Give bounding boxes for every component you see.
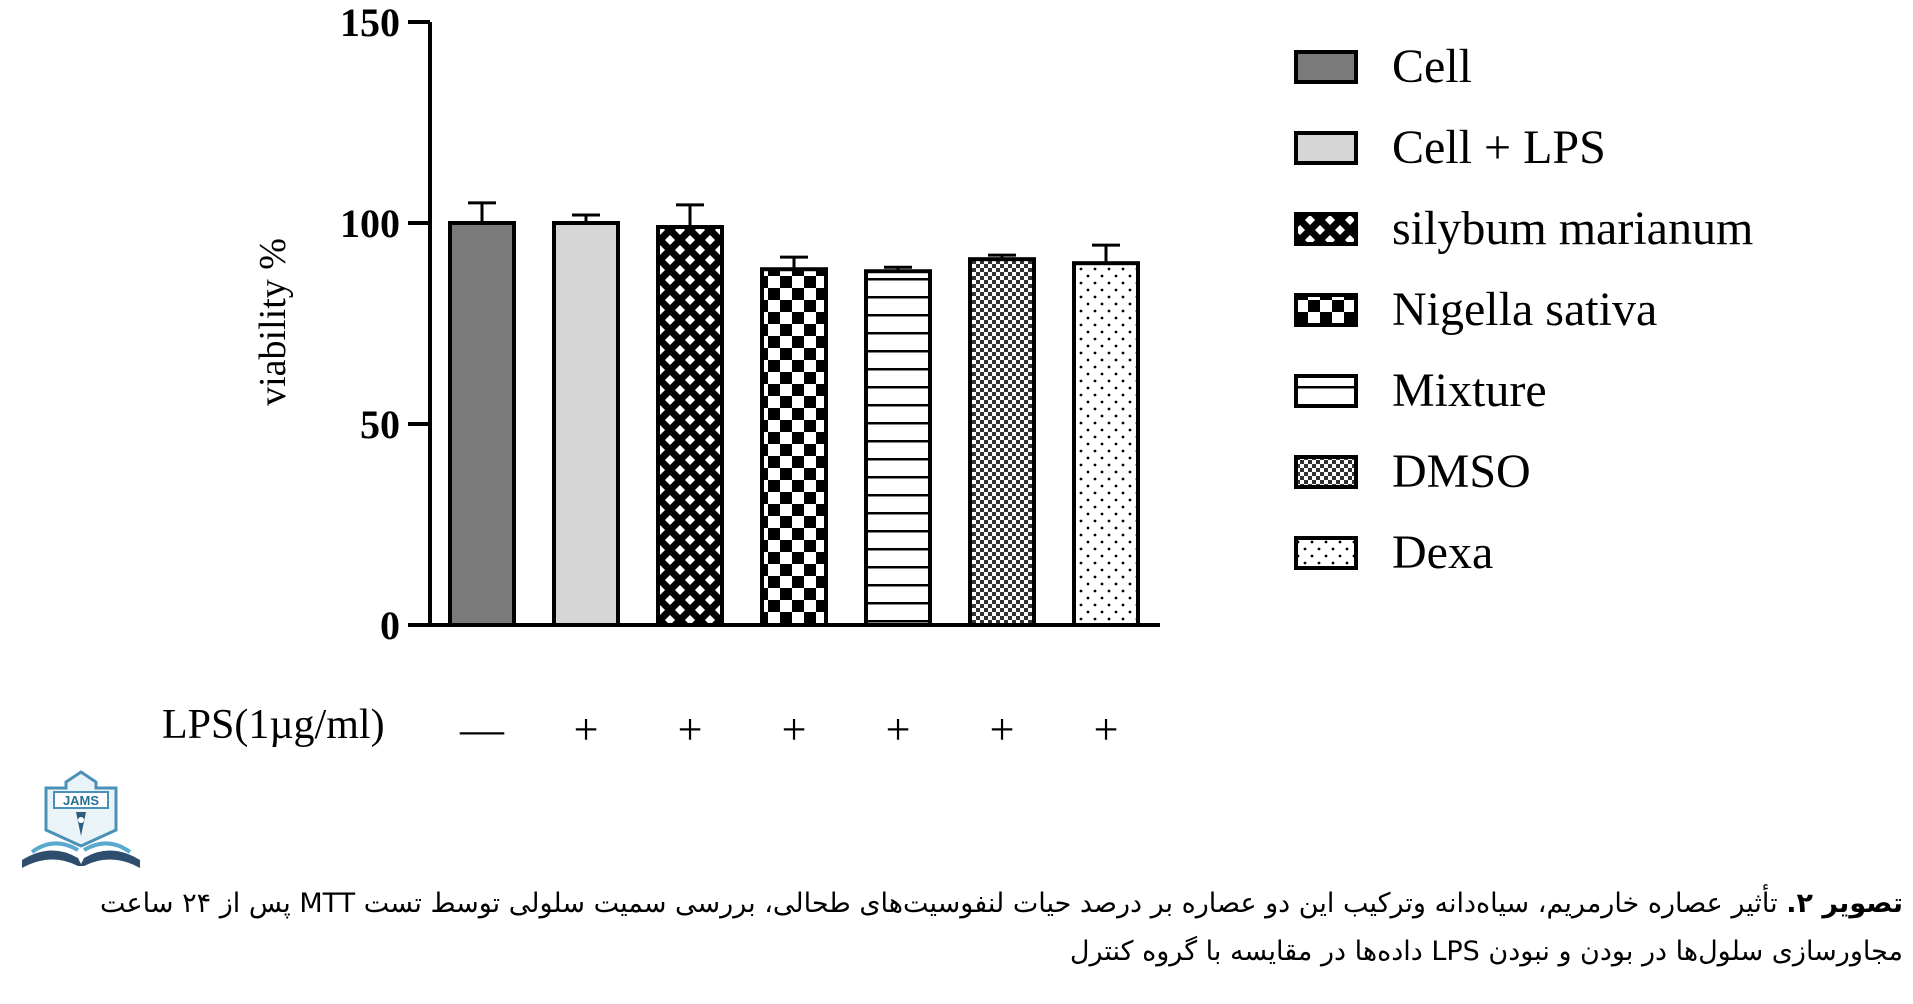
y-tick-label: 150 bbox=[340, 0, 400, 45]
lps-sign: + bbox=[678, 705, 703, 754]
lps-sign: — bbox=[459, 705, 505, 754]
bar-cell bbox=[448, 221, 516, 627]
legend-swatch bbox=[1294, 374, 1358, 408]
y-axis-ticks: 0 50 100 150 bbox=[340, 0, 430, 648]
bar-silybum-marianum bbox=[656, 225, 724, 628]
y-tick-label: 0 bbox=[380, 603, 400, 648]
legend-swatch bbox=[1294, 131, 1358, 165]
legend-swatch bbox=[1294, 536, 1358, 570]
bar-dexa bbox=[1072, 261, 1140, 627]
caption-label: تصویر ۲. bbox=[1786, 888, 1903, 919]
lps-row-signs: — + + + + + + bbox=[459, 705, 1118, 754]
legend-label: Cell + LPS bbox=[1392, 121, 1606, 174]
legend-label: silybum marianum bbox=[1392, 202, 1753, 255]
legend-label: Cell bbox=[1392, 40, 1472, 93]
figure-caption: تصویر ۲. تأثیر عصاره خارمریم، سیاه‌دانه … bbox=[13, 880, 1903, 976]
caption-text: تأثیر عصاره خارمریم، سیاه‌دانه وترکیب ای… bbox=[100, 888, 1903, 967]
y-tick-label: 50 bbox=[360, 402, 400, 447]
legend-swatch bbox=[1294, 455, 1358, 489]
lps-row-label: LPS(1µg/ml) bbox=[162, 702, 385, 748]
lps-sign: + bbox=[782, 705, 807, 754]
bar-cell-lps bbox=[552, 221, 620, 627]
bar-nigella-sativa bbox=[760, 267, 828, 627]
legend-swatch bbox=[1294, 50, 1358, 84]
lps-sign: + bbox=[574, 705, 599, 754]
lps-sign: + bbox=[990, 705, 1015, 754]
legend-swatch bbox=[1294, 212, 1358, 246]
bar-chart: 0 50 100 150 viability % Cell Cell + LPS sily… bbox=[162, 0, 1753, 754]
jams-logo: JAMS bbox=[22, 770, 140, 868]
legend-label: DMSO bbox=[1392, 445, 1531, 498]
y-axis-title: viability % bbox=[252, 238, 294, 406]
legend: Cell Cell + LPS silybum marianum Nigella sa… bbox=[1294, 40, 1753, 579]
logo-text: JAMS bbox=[63, 793, 99, 808]
y-tick-label: 100 bbox=[340, 201, 400, 246]
lps-sign: + bbox=[1094, 705, 1119, 754]
legend-label: Dexa bbox=[1392, 526, 1493, 579]
legend-label: Mixture bbox=[1392, 364, 1547, 417]
legend-label: Nigella sativa bbox=[1392, 283, 1657, 336]
bars bbox=[448, 201, 1140, 628]
axes bbox=[428, 22, 1160, 627]
bar-mixture bbox=[864, 269, 932, 627]
bar-dmso bbox=[968, 257, 1036, 627]
legend-swatch bbox=[1294, 293, 1358, 327]
lps-sign: + bbox=[886, 705, 911, 754]
